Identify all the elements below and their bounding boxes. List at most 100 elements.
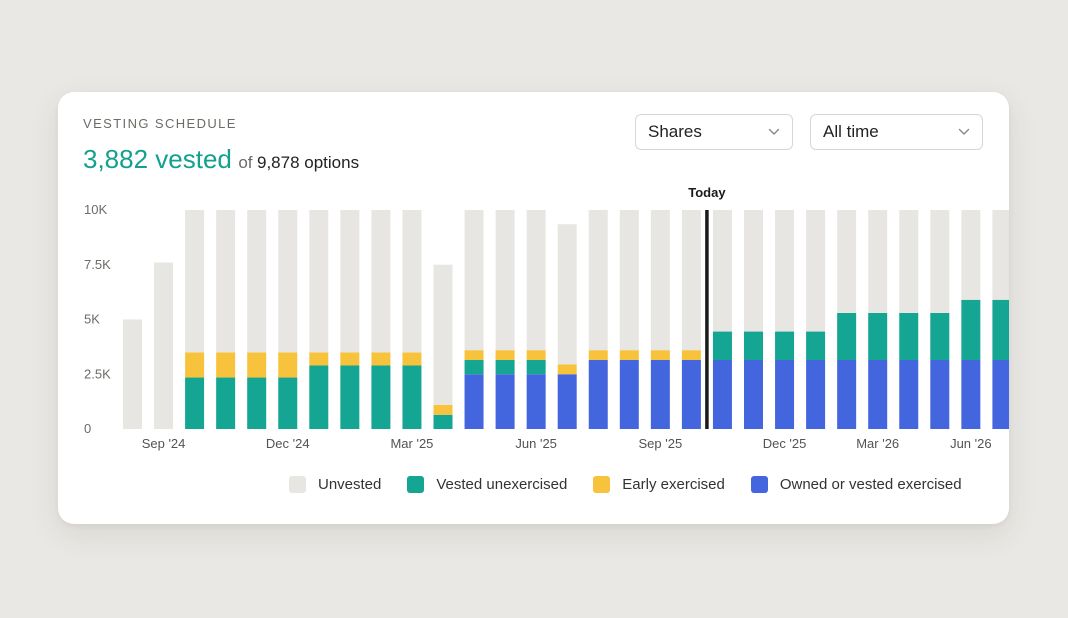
bar-owned-or-vested-exercised (557, 374, 577, 429)
bar-vested-unexercised (185, 377, 205, 429)
bar-unvested (681, 210, 701, 351)
bar-owned-or-vested-exercised (588, 360, 608, 429)
bar-vested-unexercised (526, 360, 546, 375)
legend-item: Owned or vested exercised (750, 476, 962, 493)
bar-vested-unexercised (278, 377, 298, 429)
bar-unvested (526, 210, 546, 351)
bar-owned-or-vested-exercised (619, 360, 639, 429)
legend-item: Unvested (289, 476, 381, 493)
bar-unvested (464, 210, 484, 351)
bar-vested-unexercised (868, 312, 888, 361)
bar-unvested (495, 210, 515, 351)
bar-owned-or-vested-exercised (930, 360, 950, 429)
bar-unvested (402, 210, 422, 353)
vesting-bar-chart: 0 2.5K 5K 7.5K 10K Sep '24 Dec '24 Mar '25 Jun '… (84, 185, 1009, 451)
metric-select[interactable]: Shares (635, 114, 793, 150)
bar-unvested (123, 319, 142, 429)
bar-unvested (650, 210, 670, 351)
bar-vested-unexercised (309, 365, 329, 429)
bar-unvested (930, 210, 950, 313)
bar-owned-or-vested-exercised (495, 374, 515, 429)
bar-unvested (837, 210, 857, 313)
bar-owned-or-vested-exercised (464, 374, 484, 429)
bar-early-exercised (588, 350, 608, 361)
bar-early-exercised (247, 352, 267, 378)
legend-item: Vested unexercised (407, 476, 567, 493)
bar-vested-unexercised (930, 312, 950, 361)
y-tick-label: 7.5K (84, 257, 111, 272)
legend-item: Early exercised (593, 476, 725, 493)
bar-vested-unexercised (806, 331, 826, 361)
bar-early-exercised (185, 352, 205, 378)
bar-vested-unexercised (899, 312, 919, 361)
y-tick-label: 0 (84, 421, 91, 436)
bar-vested-unexercised (837, 312, 857, 361)
bar-owned-or-vested-exercised (744, 360, 763, 429)
bar-owned-or-vested-exercised (806, 360, 826, 429)
bar-unvested (185, 210, 205, 353)
bar-unvested (278, 210, 298, 353)
vested-count: 3,882 vested (83, 144, 232, 174)
legend-label: Owned or vested exercised (779, 476, 962, 493)
bar-unvested (775, 210, 795, 332)
bar-unvested (154, 262, 174, 429)
vesting-schedule-card: VESTING SCHEDULE 3,882 vested of 9,878 o… (58, 92, 1009, 524)
bar-unvested (899, 210, 919, 313)
y-tick-label: 5K (84, 312, 100, 327)
bar-unvested (433, 264, 453, 405)
bar-early-exercised (340, 352, 360, 366)
bar-vested-unexercised (402, 365, 422, 429)
chevron-down-icon (958, 128, 970, 136)
legend-label: Vested unexercised (436, 476, 568, 493)
bar-unvested (961, 210, 981, 300)
x-tick-label: Dec '25 (763, 436, 807, 451)
bar-early-exercised (278, 352, 298, 378)
bar-vested-unexercised (744, 331, 763, 361)
bar-vested-unexercised (495, 360, 515, 375)
bar-unvested (309, 210, 329, 353)
bar-vested-unexercised (216, 377, 236, 429)
bar-owned-or-vested-exercised (992, 360, 1009, 429)
time-range-select[interactable]: All time (810, 114, 983, 150)
bar-unvested (712, 210, 732, 332)
bar-owned-or-vested-exercised (961, 360, 981, 429)
chart-legend: Unvested Vested unexercised Early exercise… (289, 476, 962, 493)
bar-owned-or-vested-exercised (775, 360, 795, 429)
bar-early-exercised (619, 350, 639, 361)
bar-owned-or-vested-exercised (899, 360, 919, 429)
bar-owned-or-vested-exercised (712, 360, 732, 429)
x-tick-label: Mar '26 (856, 436, 899, 451)
bar-vested-unexercised (247, 377, 267, 429)
bar-vested-unexercised (433, 414, 453, 429)
bar-early-exercised (557, 364, 577, 375)
bar-early-exercised (433, 404, 453, 415)
bar-early-exercised (650, 350, 670, 361)
bar-early-exercised (464, 350, 484, 361)
bar-unvested (371, 210, 391, 353)
legend-swatch (289, 476, 306, 493)
legend-swatch (750, 476, 768, 493)
x-tick-label: Dec '24 (266, 436, 310, 451)
bar-unvested (619, 210, 639, 351)
total-options: 9,878 options (256, 153, 360, 172)
bar-early-exercised (495, 350, 515, 361)
bar-unvested (340, 210, 360, 353)
legend-label: Early exercised (622, 476, 725, 493)
bar-unvested (588, 210, 608, 351)
metric-select-value: Shares (648, 122, 702, 141)
today-label: Today (688, 185, 726, 200)
bar-early-exercised (681, 350, 701, 361)
bar-early-exercised (309, 352, 329, 366)
bar-vested-unexercised (712, 331, 732, 361)
bar-early-exercised (526, 350, 546, 361)
bar-unvested (216, 210, 236, 353)
bar-unvested (806, 210, 826, 332)
y-tick-label: 10K (84, 202, 107, 217)
bar-vested-unexercised (961, 299, 981, 361)
time-range-select-value: All time (823, 122, 879, 141)
y-tick-label: 2.5K (84, 366, 111, 381)
card-eyebrow: VESTING SCHEDULE (83, 116, 237, 131)
bar-vested-unexercised (371, 365, 391, 429)
bar-unvested (557, 224, 577, 365)
legend-label: Unvested (318, 476, 382, 493)
